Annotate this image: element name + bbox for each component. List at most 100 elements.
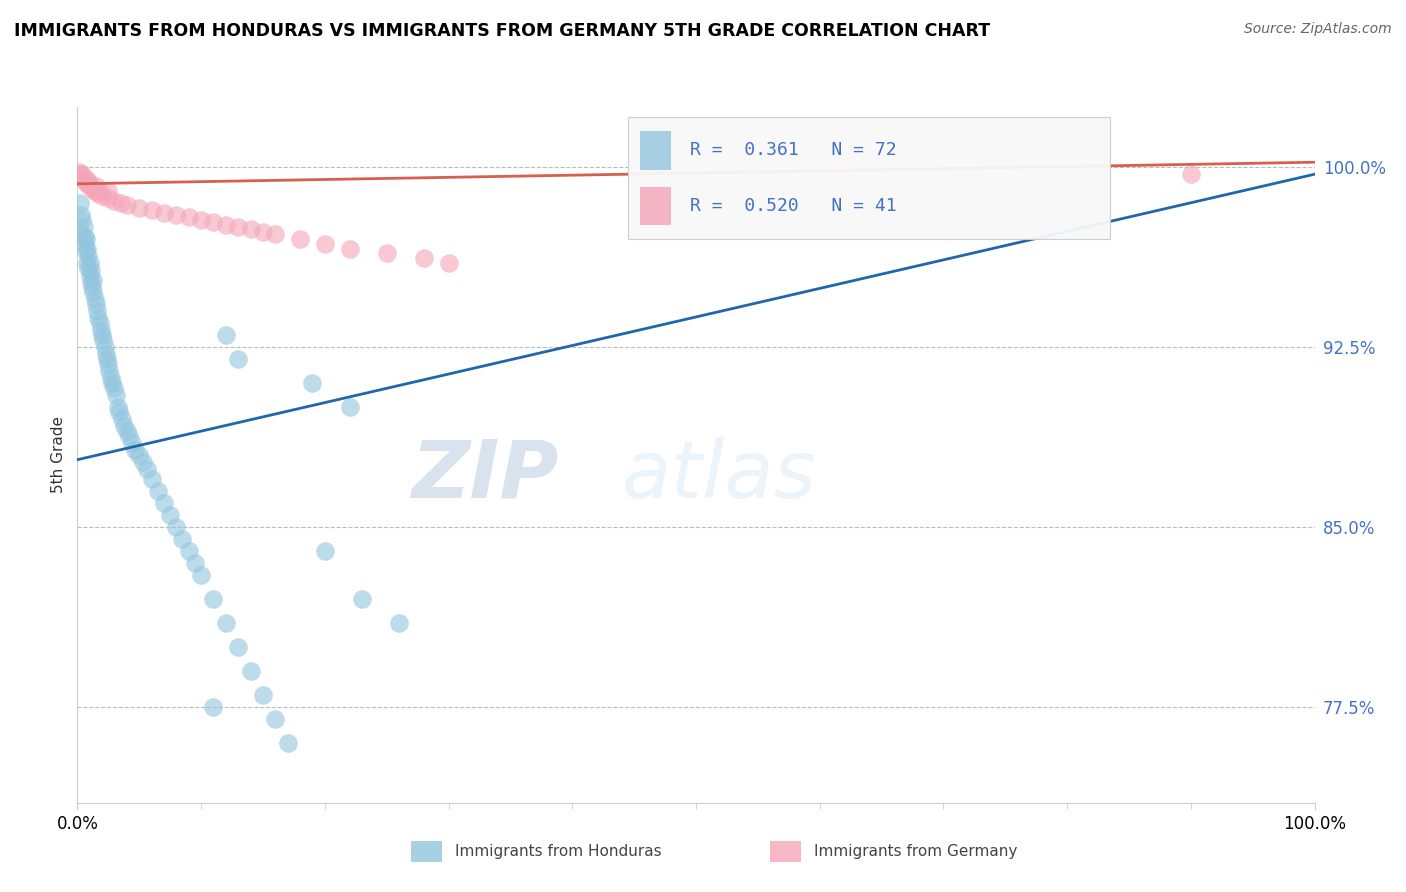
Point [375, 246, 398, 260]
Point [72, 219, 94, 234]
Point [190, 212, 212, 227]
Point [86, 186, 108, 201]
Point [73, 229, 96, 244]
Point [72, 172, 94, 186]
Point [112, 419, 135, 434]
Point [252, 688, 274, 702]
Point [75, 172, 97, 186]
Point [77, 249, 100, 263]
Point [118, 428, 141, 442]
Point [121, 436, 143, 450]
Point [252, 225, 274, 239]
Point [165, 520, 187, 534]
Point [277, 736, 299, 750]
Point [72, 167, 94, 181]
Point [97, 357, 120, 371]
Y-axis label: 5th Grade: 5th Grade [51, 417, 66, 493]
Text: Immigrants from Germany: Immigrants from Germany [814, 844, 1017, 859]
Point [146, 483, 169, 498]
Point [91, 328, 114, 343]
Point [84, 297, 107, 311]
Point [91, 333, 114, 347]
Point [84, 179, 107, 194]
Point [314, 544, 336, 558]
Point [215, 328, 238, 343]
Point [89, 316, 111, 330]
Point [128, 201, 150, 215]
Point [215, 615, 238, 630]
Point [314, 236, 336, 251]
Point [89, 184, 111, 198]
Point [108, 405, 131, 419]
Point [215, 218, 238, 232]
Point [202, 699, 225, 714]
Point [76, 242, 98, 256]
Text: IMMIGRANTS FROM HONDURAS VS IMMIGRANTS FROM GERMANY 5TH GRADE CORRELATION CHART: IMMIGRANTS FROM HONDURAS VS IMMIGRANTS F… [14, 22, 990, 40]
Point [264, 227, 287, 242]
Point [159, 508, 181, 522]
Point [67, 165, 90, 179]
Point [83, 292, 105, 306]
Point [301, 376, 323, 390]
Point [339, 400, 361, 414]
Point [107, 400, 129, 414]
Point [437, 256, 460, 270]
Text: Source: ZipAtlas.com: Source: ZipAtlas.com [1244, 22, 1392, 37]
Point [226, 219, 249, 234]
Point [339, 242, 361, 256]
Point [202, 591, 225, 606]
Text: ZIP: ZIP [412, 437, 558, 515]
Point [177, 544, 200, 558]
Point [115, 198, 138, 212]
Point [153, 205, 176, 219]
FancyBboxPatch shape [628, 118, 1111, 239]
Point [104, 388, 127, 402]
Point [226, 351, 249, 366]
Point [70, 208, 93, 222]
Point [141, 472, 163, 486]
Point [76, 256, 98, 270]
Point [75, 244, 97, 258]
Point [83, 184, 105, 198]
Point [239, 222, 262, 236]
Point [79, 177, 101, 191]
Point [94, 347, 117, 361]
Bar [412, 841, 443, 862]
Point [82, 273, 104, 287]
Point [172, 532, 194, 546]
Point [97, 191, 120, 205]
Point [80, 263, 103, 277]
Point [226, 640, 249, 654]
Point [72, 212, 94, 227]
Point [77, 174, 100, 188]
Text: Immigrants from Honduras: Immigrants from Honduras [454, 844, 661, 859]
Point [82, 285, 104, 299]
Point [93, 340, 115, 354]
Bar [770, 841, 801, 862]
Point [177, 211, 200, 225]
Point [79, 268, 101, 282]
Point [190, 567, 212, 582]
Point [82, 181, 104, 195]
Point [350, 591, 373, 606]
Point [75, 232, 97, 246]
Point [132, 455, 155, 469]
Text: R =  0.361   N = 72: R = 0.361 N = 72 [690, 141, 897, 159]
Text: R =  0.520   N = 41: R = 0.520 N = 41 [690, 197, 897, 215]
Point [141, 203, 163, 218]
Point [69, 196, 91, 211]
Point [101, 376, 124, 390]
Point [288, 232, 311, 246]
Point [79, 179, 101, 194]
Point [87, 311, 110, 326]
Point [90, 323, 112, 337]
Point [72, 227, 94, 242]
Point [96, 351, 118, 366]
Point [388, 615, 411, 630]
Point [98, 364, 121, 378]
Point [80, 275, 103, 289]
Point [82, 280, 104, 294]
Point [86, 304, 108, 318]
Point [1180, 167, 1202, 181]
Point [184, 556, 207, 570]
